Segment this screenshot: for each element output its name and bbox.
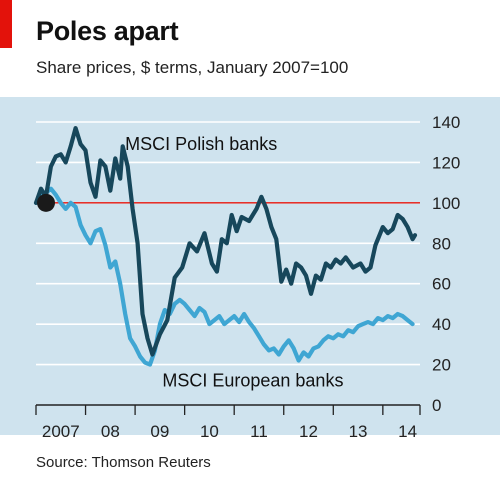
y-tick-label-40: 40 [432,315,451,334]
y-tick-label-0: 0 [432,396,441,415]
chart-subtitle: Share prices, $ terms, January 2007=100 [36,58,349,77]
y-tick-label-140: 140 [432,113,460,132]
x-tick-label-10: 10 [200,422,219,441]
x-tick-label-08: 08 [101,422,120,441]
series-label-polish-banks: MSCI Polish banks [125,134,277,154]
series-labels: MSCI Polish banks MSCI European banks [125,134,343,391]
plot-background [0,97,500,435]
y-tick-label-120: 120 [432,153,460,172]
y-tick-label-100: 100 [432,194,460,213]
x-tick-label-14: 14 [398,422,417,441]
x-tick-label-12: 12 [299,422,318,441]
series-layer [33,126,418,367]
x-tick-label-11: 11 [250,422,268,441]
source-note: Source: Thomson Reuters [36,454,211,471]
red-accent-tab [0,0,12,48]
y-tick-label-80: 80 [432,234,451,253]
x-axis: 2007 08 09 10 11 12 13 14 [35,404,421,441]
chart-title: Poles apart [36,16,179,46]
series-label-european-banks: MSCI European banks [162,371,343,391]
y-tick-label-20: 20 [432,356,451,375]
y-axis-ticks: 0 20 40 60 80 100 120 140 [432,113,460,415]
x-tick-label-13: 13 [349,422,368,441]
series-line-polish-banks [33,126,418,357]
x-tick-label-2007: 2007 [42,422,80,441]
base-point-marker [37,193,55,212]
y-tick-label-60: 60 [432,275,451,294]
series-line-european-banks [33,186,415,367]
x-tick-label-09: 09 [150,422,169,441]
